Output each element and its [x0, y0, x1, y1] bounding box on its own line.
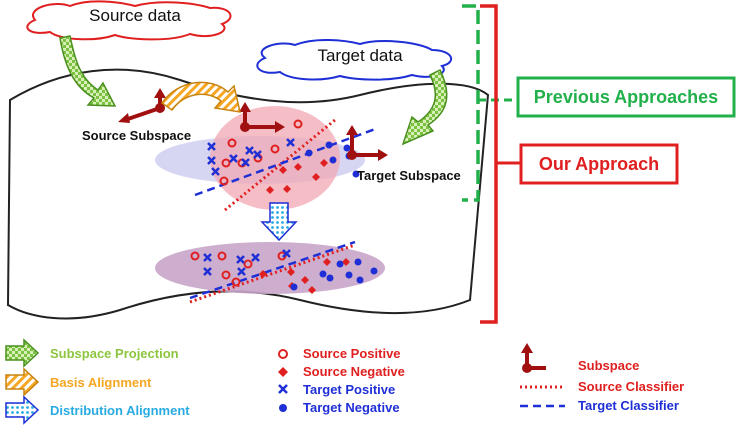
lower-target-negative-points [290, 258, 378, 291]
legend-subspace-icon [521, 343, 546, 373]
aligned-subspace-axes-icon [239, 102, 285, 133]
legend-target-negative-label: Target Negative [303, 400, 400, 415]
target-data-cloud [256, 38, 453, 81]
legend-distribution-alignment-label: Distribution Alignment [50, 403, 190, 418]
legend-subspace-label: Subspace [578, 358, 640, 373]
legend-subspace-projection-icon [5, 338, 40, 368]
legend-source-classifier-label: Source Classifier [578, 379, 685, 394]
legend-basis-alignment-icon [5, 367, 40, 397]
our-approach-box [519, 143, 679, 185]
source-classifier-line-lower [189, 243, 356, 304]
previous-approaches-label: Previous Approaches [533, 86, 719, 107]
legend-basis-alignment-label: Basis Alignment [50, 375, 152, 390]
target-subspace-axes-icon [346, 125, 388, 161]
legend-source-positive-icon [278, 349, 288, 359]
lower-target-positive-points [203, 249, 291, 276]
source-data-label: Source data [89, 6, 181, 25]
legend-subspace-projection-label: Subspace Projection [50, 346, 179, 361]
previous-approaches-bracket [462, 4, 480, 202]
legend-source-negative-icon [278, 367, 288, 377]
lower-source-positive-points [190, 251, 287, 287]
previous-approaches-box [516, 76, 736, 118]
legend-target-positive-label: Target Positive [303, 382, 396, 397]
legend-target-negative-icon [279, 404, 287, 412]
legend-distribution-alignment-icon [5, 395, 40, 425]
legend-source-positive-label: Source Positive [303, 346, 401, 361]
source-classifier-line-upper [224, 118, 336, 212]
upper-target-positive-points [207, 138, 295, 176]
target-subspace-label: Target Subspace [357, 168, 461, 183]
source-subspace-axes-icon [118, 88, 166, 123]
distribution-alignment-arrow-icon [260, 202, 298, 242]
basis-alignment-arrow-icon [160, 81, 241, 113]
target-data-label: Target data [317, 46, 403, 65]
upper-source-negative-points [266, 159, 328, 194]
our-approach-label: Our Approach [538, 153, 660, 174]
target-projection-arrow-icon [401, 68, 448, 146]
legend-source-negative-label: Source Negative [303, 364, 405, 379]
source-projection-arrow-icon [59, 35, 117, 107]
source-distribution-ellipse [210, 106, 340, 210]
legend-target-positive-icon [278, 384, 288, 394]
target-classifier-line-lower [189, 240, 356, 300]
aligned-distribution-ellipse [155, 242, 385, 294]
legend-target-classifier-label: Target Classifier [578, 398, 679, 413]
source-subspace-label: Source Subspace [82, 128, 192, 143]
